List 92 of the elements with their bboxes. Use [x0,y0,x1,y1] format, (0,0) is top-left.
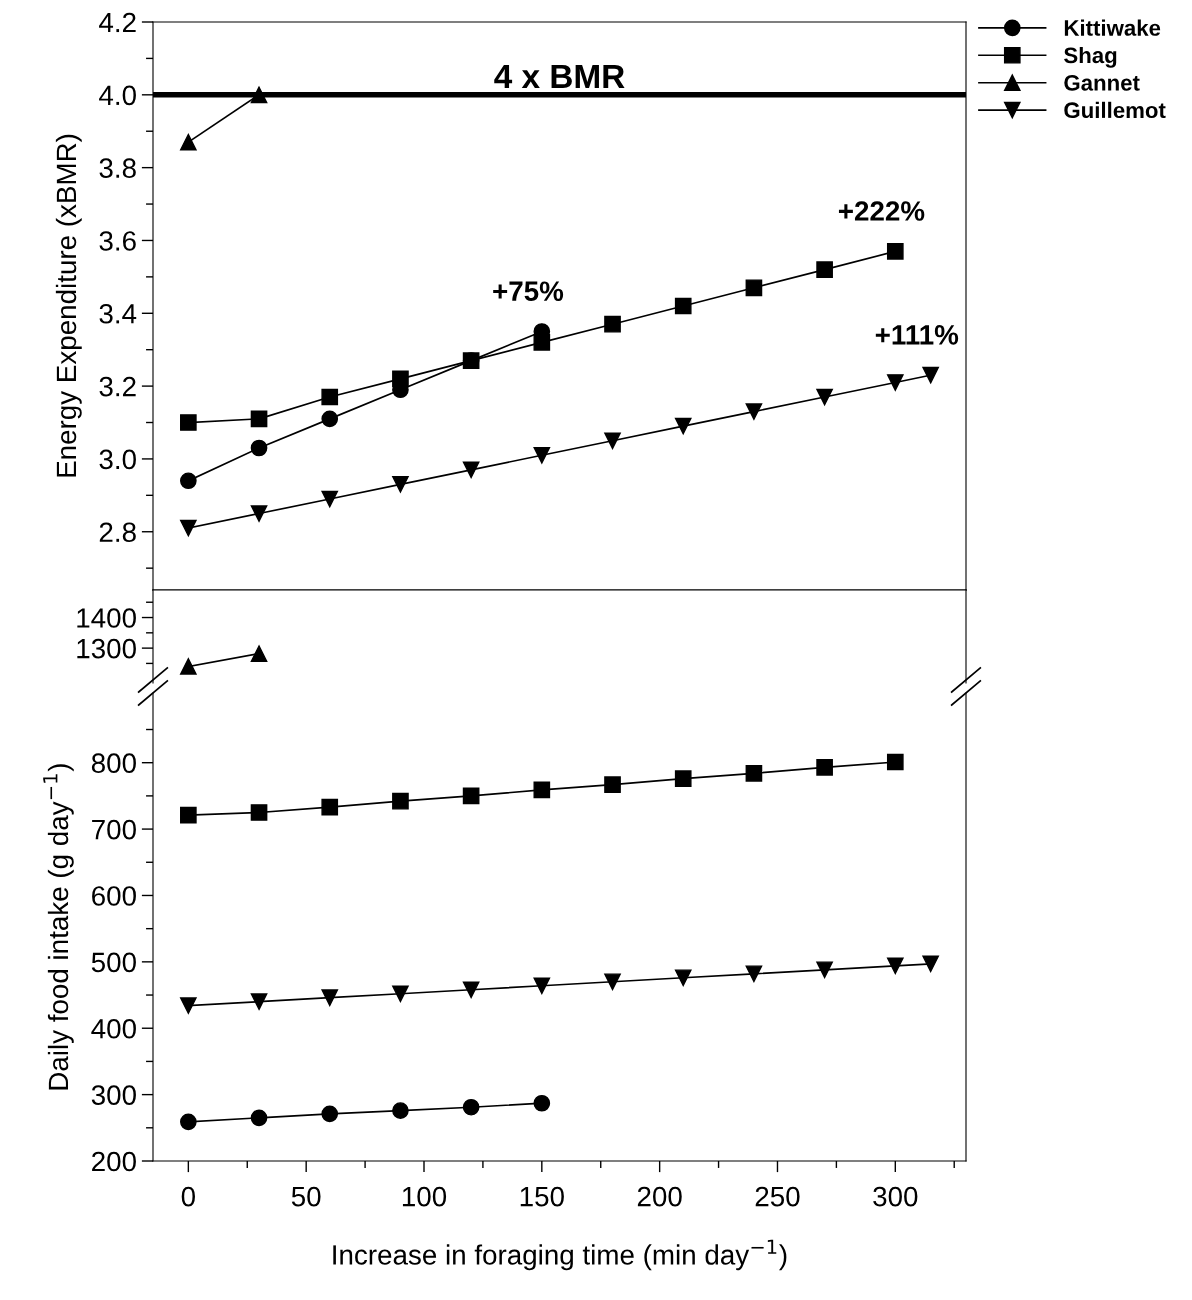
y-tick-label: 3.4 [99,303,137,324]
point [392,370,409,388]
point [533,334,551,351]
annotation: +222% [838,201,925,221]
point [462,461,480,479]
legend-label: Gannet [1064,74,1140,91]
point [533,1094,551,1112]
y-tick-label: 800 [91,753,136,774]
point [250,410,268,428]
x-tick-label: 0 [181,1186,195,1207]
y-tick-label: 300 [91,1085,136,1105]
point [886,374,904,391]
point [462,352,480,369]
point [321,490,339,508]
point [180,806,197,824]
legend-label: Shag [1064,46,1117,68]
point [321,410,339,428]
point [180,133,197,151]
x-axis-title: Increase in foraging time (min day$^{−1}$) [333,1239,787,1271]
point [674,770,692,787]
point [250,505,268,522]
point [604,776,621,793]
point [886,957,904,975]
ref-line-label: 4 x BMR [494,64,625,88]
point [674,297,692,315]
point [321,798,339,816]
point [886,243,904,260]
point [745,403,763,420]
y-axis-title: Energy Expenditure (xBMR) [55,134,82,477]
point [533,781,551,799]
x-tick-label: 50 [291,1186,321,1207]
y-tick-label: 500 [91,952,136,973]
point [533,446,551,464]
y-tick-label: 400 [91,1018,136,1039]
point [886,753,904,771]
point [180,519,197,537]
point [250,439,268,457]
point [745,965,763,983]
point [745,764,763,782]
y-tick-label: 200 [92,1151,136,1172]
point [674,417,692,435]
point [922,366,939,384]
y-axis-title: Daily food intake (g day$^{−1}$) [43,764,74,1090]
point [180,472,197,490]
point [180,1113,197,1131]
y-tick-label: 1400 [77,608,136,628]
point [674,969,692,987]
x-tick-label: 200 [637,1186,682,1207]
y-tick-label: 4.0 [99,85,136,106]
x-tick-label: 100 [402,1186,447,1207]
y-tick-label: 600 [92,886,136,906]
annotation: +111% [875,325,959,345]
y-tick-label: 3.6 [99,231,136,251]
point [922,955,939,973]
point [462,1098,480,1116]
point [321,1105,339,1123]
point [250,804,268,821]
point [392,985,409,1003]
point [250,993,268,1011]
point [250,1109,268,1127]
point [816,388,833,406]
point [392,476,409,493]
y-tick-label: 2.8 [99,522,136,543]
point [462,981,480,999]
point [321,989,339,1007]
point [462,787,480,805]
point [816,261,833,278]
legend-label: Kittiwake [1064,19,1161,36]
y-tick-label: 3.2 [99,376,136,397]
y-tick-label: 3.0 [99,449,136,470]
point [604,432,621,450]
annotation: +75% [493,281,564,301]
point [250,86,268,104]
y-tick-label: 700 [92,819,136,840]
point [392,1102,409,1119]
point [321,388,339,406]
point [745,279,763,297]
y-tick-label: 3.8 [99,158,136,178]
legend-label: Guillemot [1064,101,1166,119]
point [533,977,551,995]
point [180,414,197,431]
point [816,759,833,776]
point [604,315,621,333]
point [816,961,833,979]
x-tick-label: 300 [873,1186,918,1207]
x-tick-label: 250 [755,1186,800,1207]
point [604,973,621,991]
point [392,792,409,810]
y-tick-label: 4.2 [99,12,136,33]
y-tick-label: 1300 [77,638,136,659]
point [180,997,197,1014]
x-tick-label: 150 [520,1186,564,1207]
